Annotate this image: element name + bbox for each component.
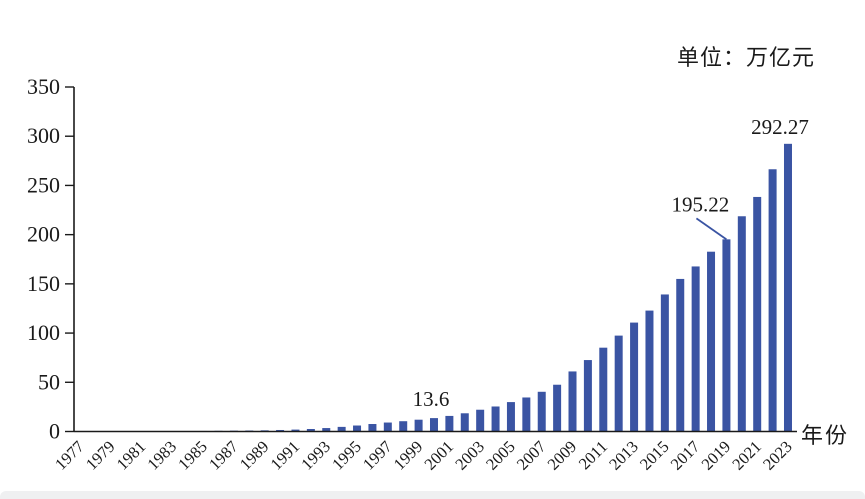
x-tick-label: 2011 (575, 437, 611, 473)
bar-1992 (306, 429, 315, 432)
bar-2020 (737, 216, 746, 432)
x-tick-label: 1989 (236, 437, 273, 474)
y-tick-label: 100 (27, 320, 60, 345)
bar-2008 (553, 384, 562, 432)
x-tick-label: 2015 (636, 437, 673, 474)
x-tick-label: 1993 (297, 437, 334, 474)
x-tick-label: 1981 (113, 437, 150, 474)
y-tick-label: 300 (27, 123, 60, 148)
data-label-2000: 13.6 (413, 387, 450, 411)
x-tick-label: 2013 (605, 437, 642, 474)
x-tick-label: 1997 (359, 437, 396, 474)
bar-2001 (445, 415, 454, 432)
x-tick-label: 2003 (451, 437, 488, 474)
bar-2002 (460, 413, 469, 432)
x-tick-label: 2021 (728, 437, 765, 474)
x-tick-label: 2009 (544, 437, 581, 474)
x-tick-label: 1983 (143, 437, 180, 474)
bar-2018 (707, 251, 716, 432)
x-tick-label: 2023 (759, 437, 796, 474)
x-tick-label: 1985 (174, 437, 211, 474)
bar-2006 (522, 397, 531, 432)
y-tick-label: 50 (38, 369, 60, 394)
bar-1991 (291, 429, 300, 432)
y-tick-label: 200 (27, 222, 60, 247)
bar-2010 (583, 360, 592, 432)
x-tick-label: 1979 (82, 437, 119, 474)
x-tick-label: 1995 (328, 437, 365, 474)
bar-2016 (676, 278, 685, 432)
y-tick-label: 350 (27, 74, 60, 99)
y-tick-label: 150 (27, 271, 60, 296)
x-tick-label: 2007 (513, 437, 550, 474)
bar-1996 (368, 424, 377, 432)
y-tick-label: 0 (49, 419, 60, 444)
bar-1995 (353, 425, 362, 432)
bar-2007 (537, 391, 546, 432)
bar-1993 (322, 428, 331, 432)
bar-1998 (399, 421, 408, 432)
bar-2021 (753, 196, 762, 432)
data-label-2019: 195.22 (672, 192, 730, 216)
bar-2000 (429, 418, 438, 432)
bar-2009 (568, 371, 577, 432)
bar-2013 (630, 322, 639, 432)
bar-1997 (383, 422, 392, 432)
data-label-2023: 292.27 (751, 115, 809, 139)
bar-2015 (660, 294, 669, 432)
bar-2022 (768, 169, 777, 432)
bar-2004 (491, 406, 500, 432)
bar-2012 (614, 335, 623, 432)
x-tick-label: 1991 (267, 437, 304, 474)
bottom-strip (0, 491, 865, 499)
bar-2017 (691, 266, 700, 432)
bar-2003 (476, 409, 485, 432)
x-tick-label: 2019 (697, 437, 734, 474)
unit-label: 单位：万亿元 (676, 45, 815, 70)
bar-2019 (722, 239, 731, 432)
x-axis-title: 年份 (801, 423, 850, 448)
x-tick-label: 1987 (205, 437, 242, 474)
callout-line-2019 (695, 217, 727, 241)
x-tick-label: 2005 (482, 437, 519, 474)
bar-1994 (337, 426, 346, 432)
bar-2011 (599, 347, 608, 432)
bar-2014 (645, 310, 654, 432)
x-tick-label: 2017 (667, 437, 704, 474)
bar-2023 (783, 143, 792, 432)
y-tick-label: 250 (27, 172, 60, 197)
bar-1999 (414, 419, 423, 432)
x-tick-label: 1999 (390, 437, 427, 474)
x-tick-label: 2001 (420, 437, 457, 474)
bar-2005 (506, 402, 515, 432)
